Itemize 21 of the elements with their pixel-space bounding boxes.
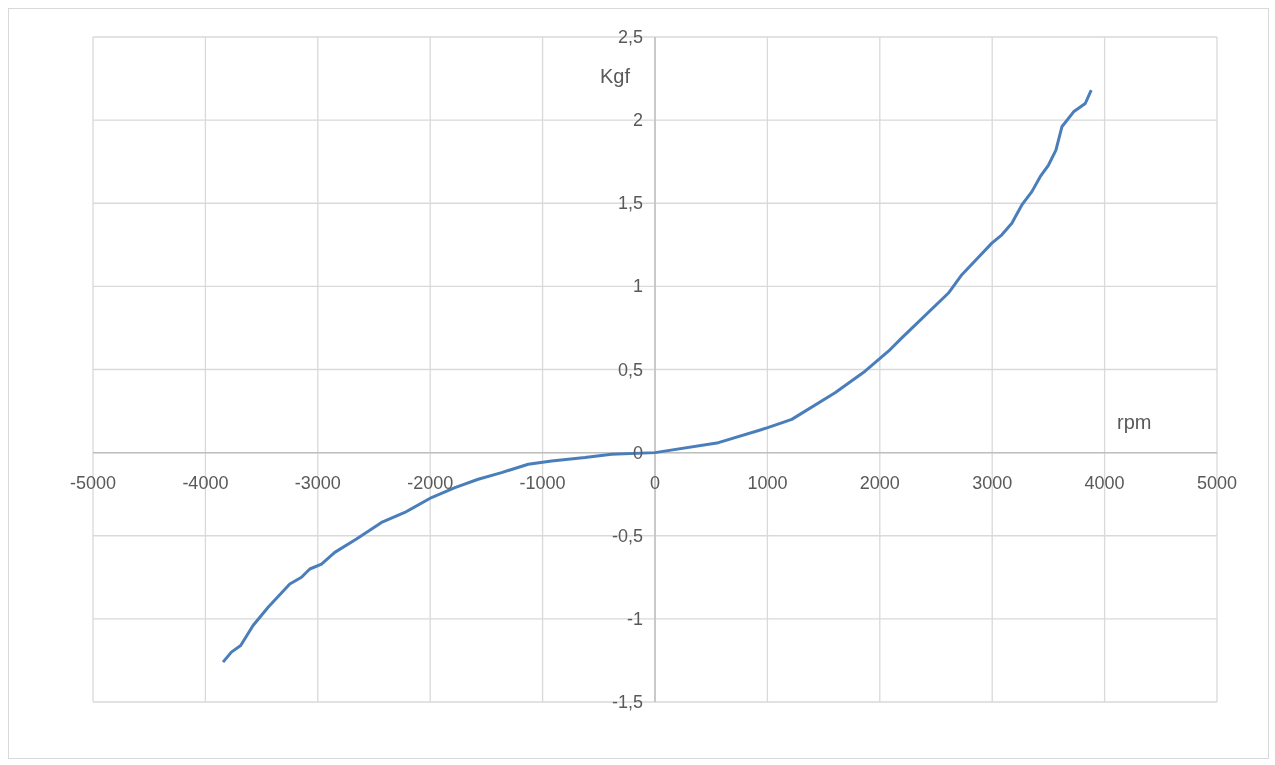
y-tick-label: 1: [632, 276, 643, 297]
x-tick-label: -2000: [407, 472, 454, 493]
x-tick-label: 4000: [1084, 472, 1125, 493]
x-tick-label: 1000: [747, 472, 788, 493]
y-tick-label: -0,5: [611, 525, 643, 546]
y-tick-label: 2,5: [617, 27, 643, 47]
x-tick-label: -5000: [69, 472, 117, 493]
x-axis-title: rpm: [1117, 410, 1152, 434]
x-tick-label: -3000: [294, 472, 341, 493]
y-tick-label: 2: [632, 110, 643, 131]
y-tick-label: -1,5: [611, 692, 643, 712]
y-tick-label: -1: [626, 608, 643, 629]
x-tick-label: 5000: [1196, 472, 1238, 493]
x-tick-label: -4000: [182, 472, 229, 493]
x-tick-label: -1000: [519, 472, 566, 493]
y-axis-title: Kgf: [598, 65, 630, 88]
x-tick-label: 3000: [972, 472, 1013, 493]
x-tick-label: 0: [649, 472, 661, 493]
y-tick-label: 1,5: [617, 193, 643, 214]
y-tick-label: 0,5: [617, 359, 643, 380]
x-tick-label: 2000: [859, 472, 900, 493]
